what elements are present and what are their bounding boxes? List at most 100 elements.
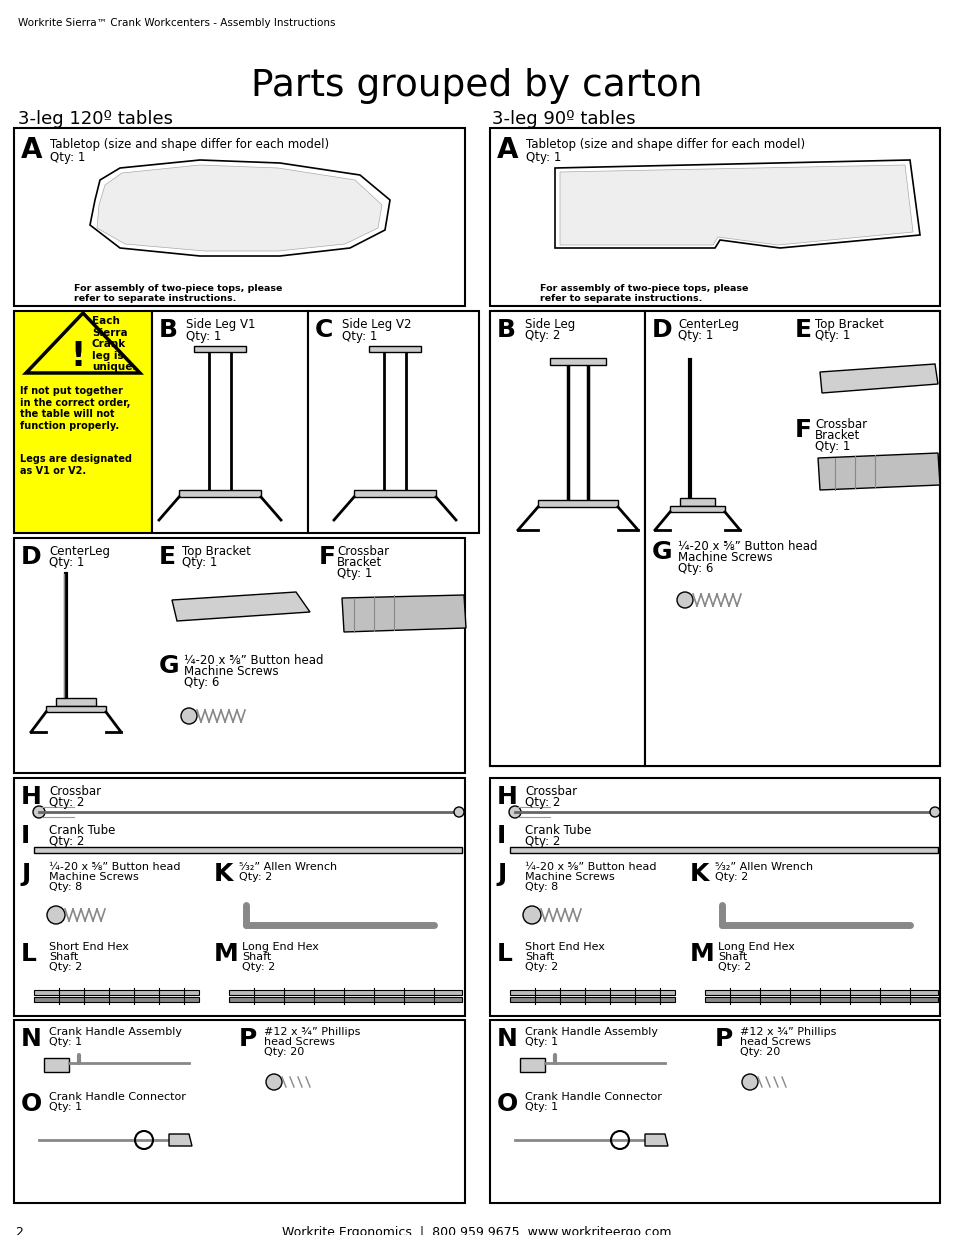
Text: refer to separate instructions.: refer to separate instructions. [74, 294, 236, 303]
Bar [14, 128, 464, 306]
Circle shape [266, 1074, 282, 1091]
Text: E: E [794, 317, 811, 342]
Bar [490, 1020, 939, 1203]
Text: F: F [318, 545, 335, 569]
Text: Qty: 1: Qty: 1 [524, 1102, 558, 1112]
Text: M: M [689, 942, 714, 966]
Text: Qty: 2: Qty: 2 [524, 835, 559, 848]
Text: Qty: 1: Qty: 1 [182, 556, 217, 569]
Polygon shape [172, 592, 310, 621]
Text: #12 x ¾” Phillips: #12 x ¾” Phillips [740, 1028, 836, 1037]
Text: Qty: 2: Qty: 2 [524, 329, 559, 342]
Text: Machine Screws: Machine Screws [678, 551, 772, 564]
Polygon shape [537, 500, 618, 508]
Text: Qty: 2: Qty: 2 [714, 872, 747, 882]
Text: Qty: 6: Qty: 6 [184, 676, 219, 689]
Text: Crank Handle Assembly: Crank Handle Assembly [49, 1028, 182, 1037]
Text: Qty: 1: Qty: 1 [524, 1037, 558, 1047]
Text: ¼-20 x ⅝” Button head: ¼-20 x ⅝” Button head [49, 862, 180, 872]
Text: Qty: 1: Qty: 1 [49, 1037, 82, 1047]
Text: head Screws: head Screws [740, 1037, 810, 1047]
Text: Qty: 2: Qty: 2 [239, 872, 272, 882]
Text: Qty: 8: Qty: 8 [49, 882, 82, 892]
Text: Crossbar: Crossbar [336, 545, 389, 558]
Text: B: B [159, 317, 178, 342]
Circle shape [47, 906, 65, 924]
Circle shape [509, 806, 520, 818]
Text: Crank Handle Connector: Crank Handle Connector [49, 1092, 186, 1102]
Polygon shape [229, 990, 461, 995]
Text: L: L [497, 942, 513, 966]
Polygon shape [34, 997, 199, 1002]
Text: Qty: 1: Qty: 1 [49, 1102, 82, 1112]
Polygon shape [559, 165, 912, 245]
Text: Qty: 8: Qty: 8 [524, 882, 558, 892]
Text: D: D [651, 317, 672, 342]
Text: Crossbar: Crossbar [524, 785, 577, 798]
Polygon shape [354, 490, 436, 496]
Text: ¼-20 x ⅝” Button head: ¼-20 x ⅝” Button head [524, 862, 656, 872]
Text: Machine Screws: Machine Screws [49, 872, 138, 882]
Text: Bracket: Bracket [336, 556, 382, 569]
Text: A: A [21, 136, 43, 164]
Text: N: N [497, 1028, 517, 1051]
Bar [490, 128, 939, 306]
Text: Qty: 1: Qty: 1 [186, 330, 221, 343]
Text: Crank Handle Connector: Crank Handle Connector [524, 1092, 661, 1102]
Text: 3-leg 120º tables: 3-leg 120º tables [18, 110, 172, 128]
Circle shape [522, 906, 540, 924]
Text: Qty: 2: Qty: 2 [242, 962, 275, 972]
Polygon shape [341, 595, 465, 632]
Text: O: O [497, 1092, 517, 1116]
Circle shape [454, 806, 463, 818]
Text: Qty: 1: Qty: 1 [336, 567, 372, 580]
Text: P: P [714, 1028, 733, 1051]
Polygon shape [519, 1058, 544, 1072]
Bar [14, 778, 464, 1016]
Circle shape [33, 806, 45, 818]
Text: For assembly of two-piece tops, please: For assembly of two-piece tops, please [539, 284, 747, 293]
Polygon shape [669, 506, 724, 513]
Polygon shape [550, 358, 605, 366]
Polygon shape [44, 1058, 69, 1072]
Text: 3-leg 90º tables: 3-leg 90º tables [492, 110, 635, 128]
Text: For assembly of two-piece tops, please: For assembly of two-piece tops, please [74, 284, 282, 293]
Text: Top Bracket: Top Bracket [814, 317, 882, 331]
Polygon shape [817, 453, 939, 490]
Text: Shaft: Shaft [49, 952, 78, 962]
Polygon shape [510, 847, 937, 853]
Text: Side Leg V1: Side Leg V1 [186, 317, 255, 331]
Text: refer to separate instructions.: refer to separate instructions. [539, 294, 701, 303]
Text: If not put together
in the correct order,
the table will not
function properly.: If not put together in the correct order… [20, 387, 131, 431]
Text: I: I [21, 824, 30, 848]
Text: Long End Hex: Long End Hex [242, 942, 318, 952]
Polygon shape [820, 364, 937, 393]
Polygon shape [229, 997, 461, 1002]
Text: Crank Tube: Crank Tube [524, 824, 591, 837]
Text: K: K [689, 862, 709, 885]
Text: Qty: 2: Qty: 2 [49, 797, 84, 809]
Text: Top Bracket: Top Bracket [182, 545, 251, 558]
Text: CenterLeg: CenterLeg [678, 317, 739, 331]
Text: Short End Hex: Short End Hex [524, 942, 604, 952]
Text: Shaft: Shaft [242, 952, 271, 962]
Text: Each
Sierra
Crank
leg is
unique.: Each Sierra Crank leg is unique. [91, 316, 136, 373]
Text: Qty: 2: Qty: 2 [718, 962, 750, 972]
Text: Qty: 1: Qty: 1 [525, 151, 560, 164]
Circle shape [181, 708, 196, 724]
Text: O: O [21, 1092, 42, 1116]
Text: ⁵⁄₃₂” Allen Wrench: ⁵⁄₃₂” Allen Wrench [714, 862, 812, 872]
Text: Qty: 1: Qty: 1 [814, 440, 849, 453]
Text: Parts grouped by carton: Parts grouped by carton [251, 68, 702, 104]
Bar [14, 1020, 464, 1203]
Text: G: G [651, 540, 672, 564]
Bar [152, 311, 308, 534]
Polygon shape [555, 161, 919, 248]
Text: J: J [497, 862, 506, 885]
Polygon shape [46, 706, 106, 713]
Polygon shape [704, 997, 937, 1002]
Polygon shape [179, 490, 261, 496]
Text: Shaft: Shaft [524, 952, 554, 962]
Text: H: H [21, 785, 42, 809]
Polygon shape [169, 1134, 192, 1146]
